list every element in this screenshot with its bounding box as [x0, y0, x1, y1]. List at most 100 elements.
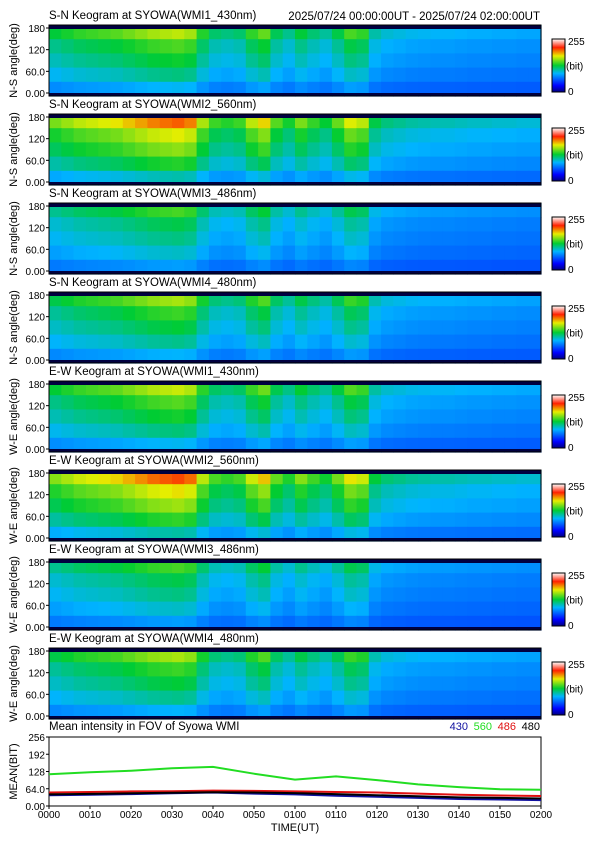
keogram-cell	[319, 704, 333, 720]
keogram-cell	[381, 320, 394, 336]
keogram-cell	[61, 142, 75, 158]
keogram-cell	[467, 53, 481, 69]
keogram-cell	[528, 512, 542, 528]
keogram-cell	[516, 142, 530, 158]
keogram-ytick-label: 120	[28, 402, 45, 413]
keogram-cell	[122, 601, 136, 617]
keogram-cell	[454, 484, 468, 499]
mean-chart-ytick-label: 64.0	[26, 785, 46, 796]
keogram-cell	[368, 142, 382, 158]
keogram-cell	[418, 601, 431, 617]
keogram-cell	[208, 156, 222, 172]
keogram-cell	[196, 526, 210, 542]
keogram-cell	[221, 690, 235, 706]
keogram-cell	[504, 573, 517, 588]
keogram-frame	[48, 380, 542, 453]
keogram-cell	[331, 67, 345, 83]
keogram-cell	[381, 259, 394, 275]
keogram-cell	[159, 484, 173, 499]
keogram-cell	[491, 423, 505, 439]
keogram-cell	[159, 217, 173, 232]
keogram-cell	[282, 306, 296, 321]
keogram-cell	[442, 601, 456, 617]
keogram-cell	[208, 573, 222, 588]
keogram-cell	[245, 170, 259, 186]
keogram-cell	[135, 348, 148, 364]
keogram-cell	[307, 81, 321, 97]
keogram-cell	[233, 423, 247, 439]
keogram-cell	[221, 573, 235, 588]
keogram-panel: E-W Keogram at SYOWA(WMI3_486nm) 180 120 60…	[8, 544, 585, 634]
keogram-title: E-W Keogram at SYOWA(WMI4_480nm)	[49, 633, 259, 645]
keogram-cell	[491, 217, 505, 232]
keogram-cell	[319, 437, 333, 453]
keogram-cell	[393, 306, 407, 321]
keogram-cell	[208, 170, 222, 186]
keogram-cell	[381, 615, 394, 631]
keogram-ytick-label: 180	[28, 469, 45, 480]
keogram-cell	[135, 437, 148, 453]
keogram-cell	[331, 245, 345, 261]
keogram-cell	[221, 423, 235, 439]
keogram-cell	[122, 587, 136, 603]
keogram-ytick-label: 60.0	[26, 601, 46, 612]
keogram-cell	[282, 231, 296, 247]
keogram-cell	[245, 217, 259, 232]
keogram-cell	[528, 348, 542, 364]
keogram-cell	[147, 142, 161, 158]
keogram-cell	[467, 498, 481, 514]
keogram-cell	[368, 587, 382, 603]
keogram-cell	[85, 39, 99, 54]
keogram-cell	[258, 512, 271, 528]
keogram-cell	[135, 53, 148, 69]
keogram-cell	[85, 142, 99, 158]
keogram-cell	[504, 170, 517, 186]
keogram-cell	[319, 615, 333, 631]
keogram-cell	[258, 526, 271, 542]
keogram-ytick-label: 180	[28, 113, 45, 124]
keogram-cell	[418, 704, 431, 720]
keogram-cell	[233, 348, 247, 364]
keogram-ytick-label: 0.00	[26, 623, 46, 634]
keogram-cell	[110, 615, 124, 631]
keogram-ytick-label: 180	[28, 647, 45, 658]
keogram-cell	[110, 156, 124, 172]
keogram-cell	[61, 601, 75, 617]
colorbar-max-label: 255	[568, 304, 585, 315]
keogram-cell	[159, 170, 173, 186]
keogram-cell	[528, 170, 542, 186]
keogram-cell	[356, 334, 370, 350]
keogram-cell	[208, 259, 222, 275]
keogram-cell	[393, 601, 407, 617]
keogram-cell	[307, 512, 321, 528]
keogram-cell	[258, 306, 271, 321]
keogram-cell	[331, 170, 345, 186]
keogram-cell	[135, 142, 148, 158]
keogram-cell	[270, 348, 284, 364]
keogram-cell	[110, 526, 124, 542]
keogram-cell	[258, 395, 271, 410]
keogram-cell	[196, 81, 210, 97]
keogram-cell	[147, 306, 161, 321]
keogram-cell	[454, 690, 468, 706]
keogram-cell	[258, 231, 271, 247]
keogram-cell	[135, 320, 148, 336]
keogram-cell	[393, 348, 407, 364]
keogram-cell	[356, 348, 370, 364]
keogram-cell	[221, 526, 235, 542]
keogram-title: E-W Keogram at SYOWA(WMI1_430nm)	[49, 366, 259, 378]
keogram-cell	[307, 156, 321, 172]
keogram-cell	[270, 39, 284, 54]
keogram-cell	[172, 170, 185, 186]
keogram-cell	[368, 245, 382, 261]
keogram-cell	[73, 217, 87, 232]
keogram-cell	[233, 217, 247, 232]
keogram-cell	[196, 170, 210, 186]
keogram-cell	[245, 39, 259, 54]
keogram-cell	[184, 142, 198, 158]
keogram-cell	[356, 615, 370, 631]
keogram-cell	[331, 512, 345, 528]
keogram-cell	[479, 348, 493, 364]
keogram-cell	[368, 156, 382, 172]
keogram-cell	[184, 306, 198, 321]
